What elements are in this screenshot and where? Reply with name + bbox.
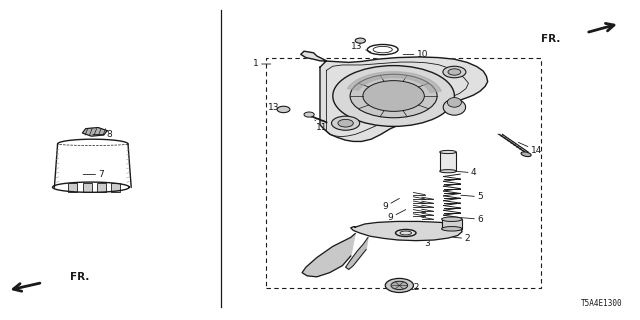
Text: 2: 2 [445, 234, 470, 243]
Text: T5A4E1300: T5A4E1300 [581, 299, 623, 308]
Ellipse shape [443, 99, 466, 115]
Text: 9: 9 [388, 210, 406, 222]
Text: 6: 6 [461, 215, 483, 224]
Ellipse shape [447, 98, 461, 107]
Ellipse shape [442, 217, 462, 221]
Text: 11: 11 [315, 120, 328, 132]
Polygon shape [351, 221, 462, 241]
Bar [440, 152, 456, 171]
Ellipse shape [440, 170, 456, 173]
Ellipse shape [440, 150, 456, 154]
Circle shape [443, 66, 466, 78]
Text: 5: 5 [461, 192, 483, 201]
Polygon shape [302, 234, 355, 277]
Ellipse shape [521, 152, 531, 156]
Polygon shape [348, 72, 441, 92]
Circle shape [333, 66, 454, 126]
Bar [97, 183, 106, 192]
Text: 8: 8 [93, 130, 111, 139]
Circle shape [355, 38, 365, 43]
Polygon shape [301, 51, 488, 141]
Circle shape [350, 74, 437, 118]
Text: FR.: FR. [70, 272, 89, 282]
Bar [83, 183, 92, 192]
Ellipse shape [442, 227, 462, 231]
Text: 9: 9 [383, 198, 399, 211]
Text: 10: 10 [403, 50, 428, 59]
Text: 13: 13 [351, 42, 371, 52]
Text: 3: 3 [413, 235, 430, 248]
Circle shape [332, 116, 360, 130]
Circle shape [385, 278, 413, 292]
Polygon shape [83, 127, 107, 136]
Circle shape [304, 112, 314, 117]
Text: 4: 4 [454, 168, 476, 177]
Bar [442, 219, 462, 229]
Text: 1: 1 [253, 60, 271, 68]
Bar [68, 183, 77, 192]
Text: 12: 12 [400, 284, 420, 292]
Ellipse shape [396, 229, 416, 236]
Bar [111, 183, 120, 192]
Circle shape [391, 281, 408, 290]
Bar [266, 58, 541, 288]
Text: FR.: FR. [541, 34, 561, 44]
Circle shape [338, 119, 353, 127]
Text: 13: 13 [268, 103, 286, 112]
Circle shape [448, 69, 461, 75]
Circle shape [277, 106, 290, 113]
Circle shape [363, 81, 424, 111]
Polygon shape [346, 237, 368, 269]
Text: 7: 7 [83, 170, 104, 179]
Text: 14: 14 [518, 142, 542, 155]
